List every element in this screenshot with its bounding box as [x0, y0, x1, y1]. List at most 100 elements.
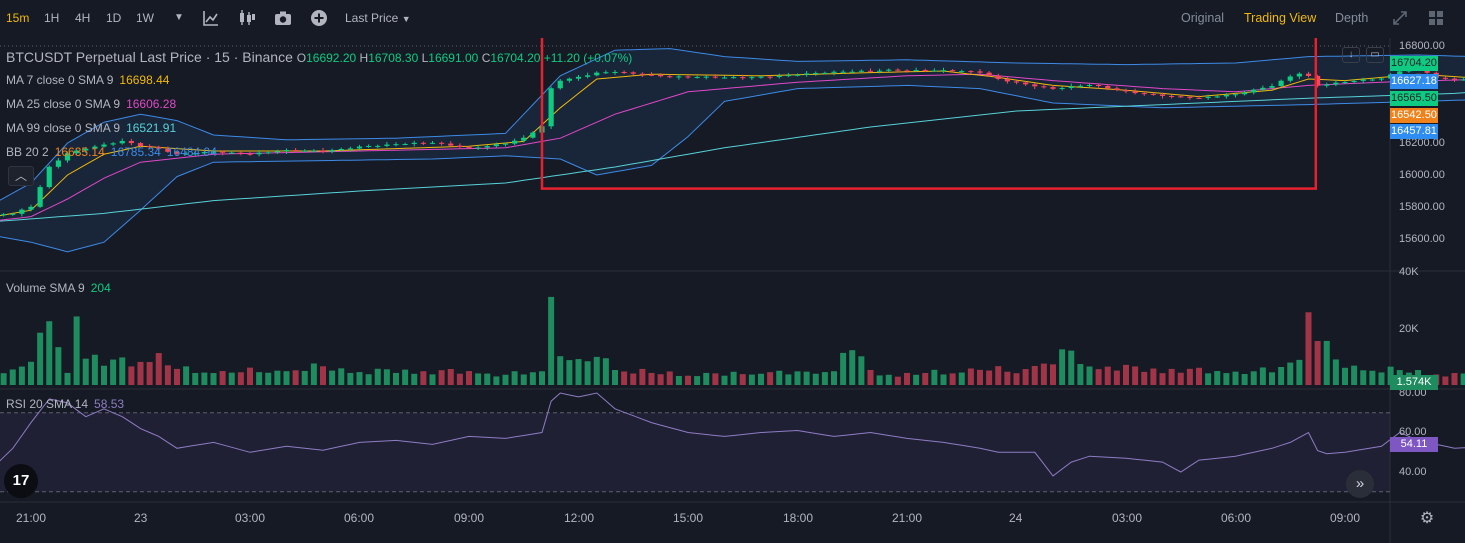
- toolbar: 15m 1H 4H 1D 1W ▼ Last Price ▼ Original …: [0, 0, 1465, 38]
- open-value: 16692.20: [306, 51, 357, 65]
- volume-bar: [1332, 359, 1339, 385]
- interval-15m[interactable]: 15m: [6, 11, 30, 25]
- legend-ma25[interactable]: MA 25 close 0 SMA 9 16606.28: [6, 97, 176, 111]
- chart-canvas[interactable]: [0, 38, 1465, 543]
- volume-bar: [1323, 340, 1330, 385]
- volume-bar: [283, 371, 290, 385]
- candle: [1205, 96, 1211, 98]
- candle: [931, 70, 937, 72]
- candle: [648, 74, 655, 76]
- candle: [429, 142, 436, 144]
- volume-bar: [776, 370, 783, 385]
- indicators-icon[interactable]: [202, 9, 220, 27]
- candle: [721, 77, 728, 79]
- interval-1h[interactable]: 1H: [44, 11, 60, 25]
- volume-bar: [1278, 366, 1285, 385]
- chart-settings-gear-icon[interactable]: ⚙: [1419, 510, 1435, 527]
- candle: [1196, 97, 1202, 99]
- volume-bar: [666, 371, 673, 385]
- candle: [265, 152, 271, 154]
- volume-bar: [18, 366, 25, 385]
- interval-4h[interactable]: 4H: [75, 11, 91, 25]
- candle: [293, 150, 299, 152]
- candle: [156, 146, 162, 149]
- volume-bar: [539, 371, 545, 385]
- candle: [384, 144, 390, 146]
- candle: [229, 152, 235, 154]
- volume-bar: [1269, 372, 1275, 385]
- volume-bar: [338, 368, 345, 385]
- grid-icon[interactable]: [1427, 9, 1445, 27]
- volume-bar: [1196, 367, 1202, 385]
- candle: [55, 160, 61, 167]
- add-icon[interactable]: [310, 9, 328, 27]
- candle: [548, 88, 554, 127]
- y-tick-label: 16000.00: [1399, 169, 1445, 181]
- interval-1w[interactable]: 1W: [136, 11, 154, 25]
- candle: [356, 146, 363, 149]
- ma99-line: [0, 92, 1465, 222]
- volume-bar: [931, 369, 938, 385]
- candle: [439, 142, 445, 144]
- legend-volume[interactable]: Volume SMA 9 204: [6, 281, 111, 295]
- volume-bar: [721, 375, 728, 385]
- legend-ma99[interactable]: MA 99 close 0 SMA 9 16521.91: [6, 121, 176, 135]
- scale-down-icon[interactable]: ↓: [1342, 47, 1360, 63]
- volume-bar: [466, 371, 472, 385]
- volume-bar: [247, 367, 253, 385]
- expand-icon[interactable]: [1391, 9, 1409, 27]
- candle: [585, 75, 591, 77]
- candle: [46, 166, 52, 188]
- view-trading-view[interactable]: Trading View: [1244, 11, 1317, 25]
- price-type-select[interactable]: Last Price ▼: [345, 11, 411, 25]
- x-tick-label: 09:00: [454, 511, 485, 525]
- candle: [457, 145, 463, 148]
- x-tick-label: 03:00: [235, 511, 266, 525]
- view-original[interactable]: Original: [1181, 11, 1225, 25]
- legend-rsi[interactable]: RSI 20 SMA 14 58.53: [6, 397, 124, 411]
- candle: [420, 142, 426, 144]
- view-depth[interactable]: Depth: [1335, 11, 1369, 25]
- volume-bar: [803, 371, 810, 385]
- x-tick-label: 24: [1009, 511, 1023, 525]
- rsi-band: [0, 412, 1390, 492]
- candle: [667, 76, 673, 78]
- candle: [1096, 85, 1102, 87]
- volume-bar: [1086, 366, 1093, 385]
- candle: [192, 153, 198, 155]
- volume-bar: [456, 373, 463, 385]
- candle-type-icon[interactable]: [238, 9, 256, 27]
- y-tick-label: 20K: [1399, 323, 1419, 335]
- candle: [1315, 75, 1321, 86]
- volume-bar: [174, 368, 180, 385]
- camera-icon[interactable]: [274, 9, 292, 27]
- volume-bar: [977, 369, 983, 385]
- collapse-legend-button[interactable]: ︿: [8, 166, 34, 186]
- maximize-pane-icon[interactable]: ▭: [1366, 47, 1384, 63]
- ma7-tag: 16565.50: [1390, 91, 1438, 106]
- candle: [448, 143, 454, 146]
- scroll-to-realtime-button[interactable]: »: [1346, 470, 1374, 498]
- volume-value: 204: [90, 281, 111, 295]
- candle: [1369, 79, 1375, 81]
- legend-ma7[interactable]: MA 7 close 0 SMA 9 16698.44: [6, 73, 169, 87]
- candle: [83, 148, 89, 151]
- candle: [402, 143, 408, 145]
- candle: [37, 187, 43, 207]
- interval-1d[interactable]: 1D: [106, 11, 122, 25]
- volume-bar: [575, 359, 582, 385]
- candle: [110, 143, 116, 145]
- candle: [1461, 79, 1465, 81]
- volume-bar: [904, 372, 910, 385]
- candle: [1442, 77, 1448, 79]
- candle: [1132, 91, 1138, 94]
- more-intervals-chevron-down-icon[interactable]: ▼: [174, 12, 184, 23]
- candle: [840, 71, 846, 73]
- candle: [1324, 84, 1330, 86]
- volume-bar: [0, 373, 7, 385]
- x-tick-label: 23: [134, 511, 148, 525]
- candle: [1077, 85, 1083, 87]
- legend-bb[interactable]: BB 20 2 16635.14 16785.34 16484.94: [6, 145, 217, 159]
- volume-bar: [785, 374, 792, 385]
- price-type-label: Last Price: [345, 11, 399, 25]
